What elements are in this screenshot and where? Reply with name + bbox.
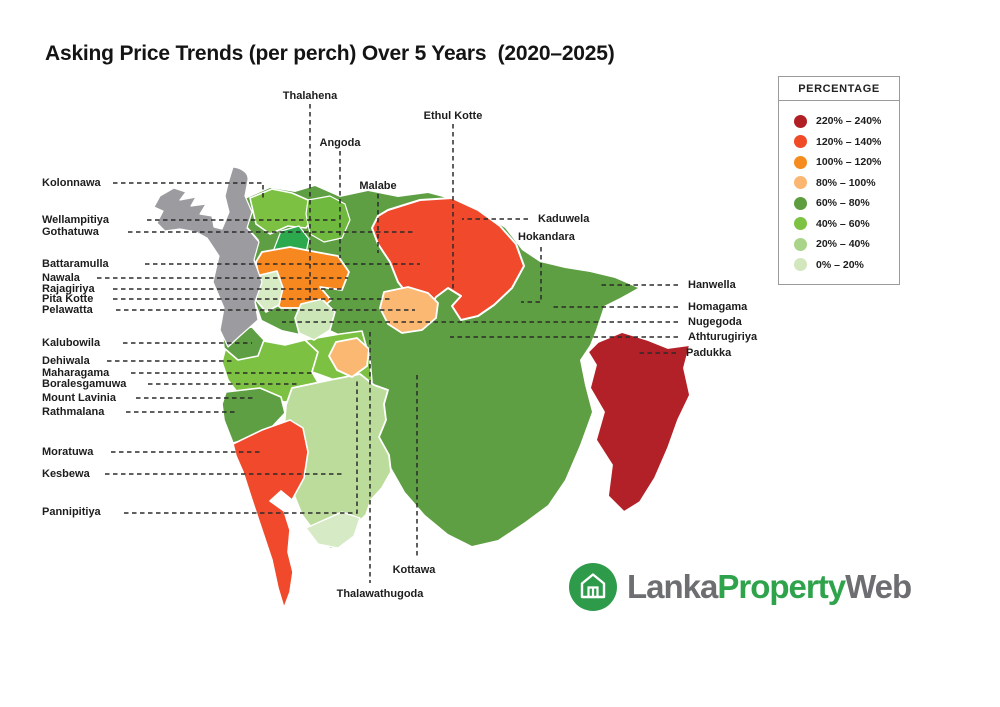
legend-row-5: 40% – 60% — [794, 214, 899, 235]
legend-range-label: 120% – 140% — [816, 135, 882, 148]
legend-color-dot — [794, 155, 807, 169]
legend-title: PERCENTAGE — [779, 77, 899, 101]
region-moratuwa — [232, 419, 309, 609]
map-label-hokandara: Hokandara — [518, 231, 575, 243]
leader-kolonnawa — [113, 182, 264, 200]
legend-row-1: 120% – 140% — [794, 132, 899, 153]
legend-color-dot — [794, 114, 807, 128]
region-padukka — [587, 331, 691, 513]
legend-range-label: 100% – 120% — [816, 156, 882, 169]
legend-range-label: 60% – 80% — [816, 197, 870, 210]
legend-range-label: 20% – 40% — [816, 238, 870, 251]
legend-items: 220% – 240% 120% – 140% 100% – 120% 80% – 1… — [779, 101, 899, 284]
map-label-thalawathugoda: Thalawathugoda — [336, 588, 424, 600]
map-label-hanwella: Hanwella — [688, 279, 736, 291]
legend-panel: PERCENTAGE 220% – 240% 120% – 140% 100% – … — [778, 76, 900, 285]
map-label-mount-lavinia: Mount Lavinia — [42, 392, 116, 404]
legend-color-dot — [794, 237, 807, 251]
legend-color-dot — [794, 258, 807, 272]
map-label-gothatuwa: Gothatuwa — [42, 226, 99, 238]
legend-color-dot — [794, 176, 807, 190]
leader-pannipitiya — [124, 378, 358, 514]
map-label-maharagama: Maharagama — [42, 367, 110, 379]
legend-row-4: 60% – 80% — [794, 193, 899, 214]
map-label-pannipitiya: Pannipitiya — [42, 506, 101, 518]
legend-row-7: 0% – 20% — [794, 255, 899, 276]
map-label-kolonnawa: Kolonnawa — [42, 177, 101, 189]
map-label-nawala: Nawala — [42, 272, 80, 284]
legend-range-label: 0% – 20% — [816, 258, 864, 271]
map-regions — [153, 166, 691, 609]
logo-text-web: Web — [845, 568, 912, 605]
page-title: Asking Price Trends (per perch) Over 5 Y… — [45, 42, 615, 65]
map-label-athturugiriya: Athturugiriya — [688, 331, 758, 343]
map-label-malabe: Malabe — [359, 180, 397, 192]
map-label-kalubowila: Kalubowila — [42, 337, 101, 349]
map-label-thalahena: Thalahena — [282, 90, 338, 102]
region-kesbewa-south — [305, 511, 361, 549]
legend-color-dot — [794, 196, 807, 210]
map-label-battaramulla: Battaramulla — [42, 258, 109, 270]
map-label-kaduwela: Kaduwela — [538, 213, 590, 225]
legend-range-label: 80% – 100% — [816, 176, 876, 189]
logo-house-icon — [569, 563, 617, 611]
map-label-boralesgamuwa: Boralesgamuwa — [42, 378, 127, 390]
legend-row-0: 220% – 240% — [794, 111, 899, 132]
legend-range-label: 40% – 60% — [816, 217, 870, 230]
map-label-wellampitiya: Wellampitiya — [42, 214, 110, 226]
logo-text-lanka: Lanka — [627, 568, 718, 605]
map-label-padukka: Padukka — [686, 347, 732, 359]
map-leader-lines — [97, 104, 678, 583]
legend-color-dot — [794, 135, 807, 149]
map-label-homagama: Homagama — [688, 301, 748, 313]
legend-range-label: 220% – 240% — [816, 115, 882, 128]
map-label-angoda: Angoda — [319, 137, 361, 149]
map-label-dehiwala: Dehiwala — [42, 355, 90, 367]
map-label-rathmalana: Rathmalana — [42, 406, 105, 418]
map-label-ethul-kotte: Ethul Kotte — [423, 110, 483, 122]
legend-row-2: 100% – 120% — [794, 152, 899, 173]
map-label-pelawatta: Pelawatta — [42, 304, 93, 316]
legend-color-dot — [794, 217, 807, 231]
legend-row-6: 20% – 40% — [794, 234, 899, 255]
logo-text-property: Property — [717, 568, 846, 605]
region-pannipitiya — [328, 337, 370, 378]
region-colombo-city — [153, 166, 263, 348]
map-label-kottawa: Kottawa — [392, 564, 436, 576]
leader-hokandara — [521, 247, 542, 303]
map-label-pita-kotte: Pita Kotte — [42, 293, 94, 305]
brand-logo: LankaPropertyWeb — [568, 561, 912, 613]
map-label-kesbewa: Kesbewa — [42, 468, 90, 480]
legend-row-3: 80% – 100% — [794, 173, 899, 194]
region-pita-kotte-nugegoda — [294, 298, 336, 341]
logo-wordmark: LankaPropertyWeb — [627, 561, 912, 613]
region-angoda — [305, 195, 351, 243]
map-label-nugegoda: Nugegoda — [688, 316, 742, 328]
map-label-moratuwa: Moratuwa — [42, 446, 94, 458]
map-label-rajagiriya: Rajagiriya — [42, 283, 95, 295]
